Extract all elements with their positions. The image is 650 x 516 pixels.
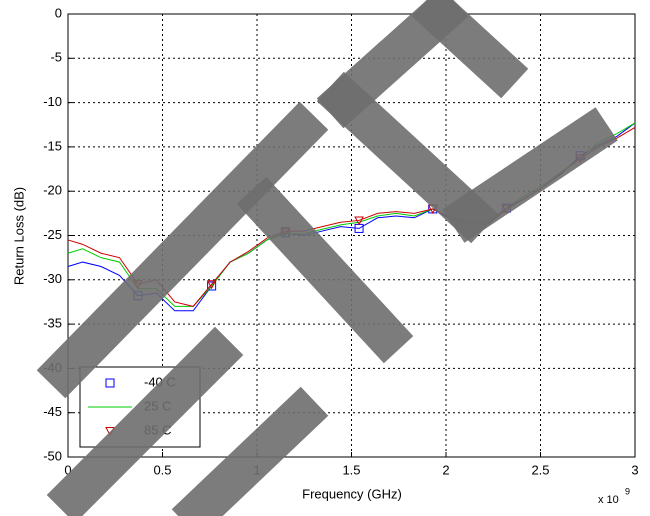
y-tick-label: -10: [43, 94, 62, 109]
y-tick-label: -15: [43, 138, 62, 153]
x-offset-text: x 10: [598, 494, 619, 506]
x-offset-exponent: 9: [625, 486, 630, 496]
y-tick-label: -50: [43, 448, 62, 463]
x-tick-label: 2.5: [531, 462, 549, 477]
y-axis-label: Return Loss (dB): [11, 187, 26, 285]
x-axis-label: Frequency (GHz): [302, 486, 402, 501]
y-tick-label: -25: [43, 227, 62, 242]
y-tick-label: -20: [43, 183, 62, 198]
x-tick-label: 3: [631, 462, 638, 477]
y-tick-label: -30: [43, 271, 62, 286]
x-tick-label: 1.5: [342, 462, 360, 477]
x-tick-label: 2: [442, 462, 449, 477]
x-tick-label: 0.5: [153, 462, 171, 477]
y-tick-label: -5: [50, 50, 62, 65]
chart: -50-45-40-35-30-25-20-15-10-5000.511.522…: [0, 0, 650, 516]
page: -50-45-40-35-30-25-20-15-10-5000.511.522…: [0, 0, 650, 516]
y-tick-label: 0: [55, 5, 62, 20]
y-tick-label: -35: [43, 316, 62, 331]
y-tick-label: -45: [43, 404, 62, 419]
